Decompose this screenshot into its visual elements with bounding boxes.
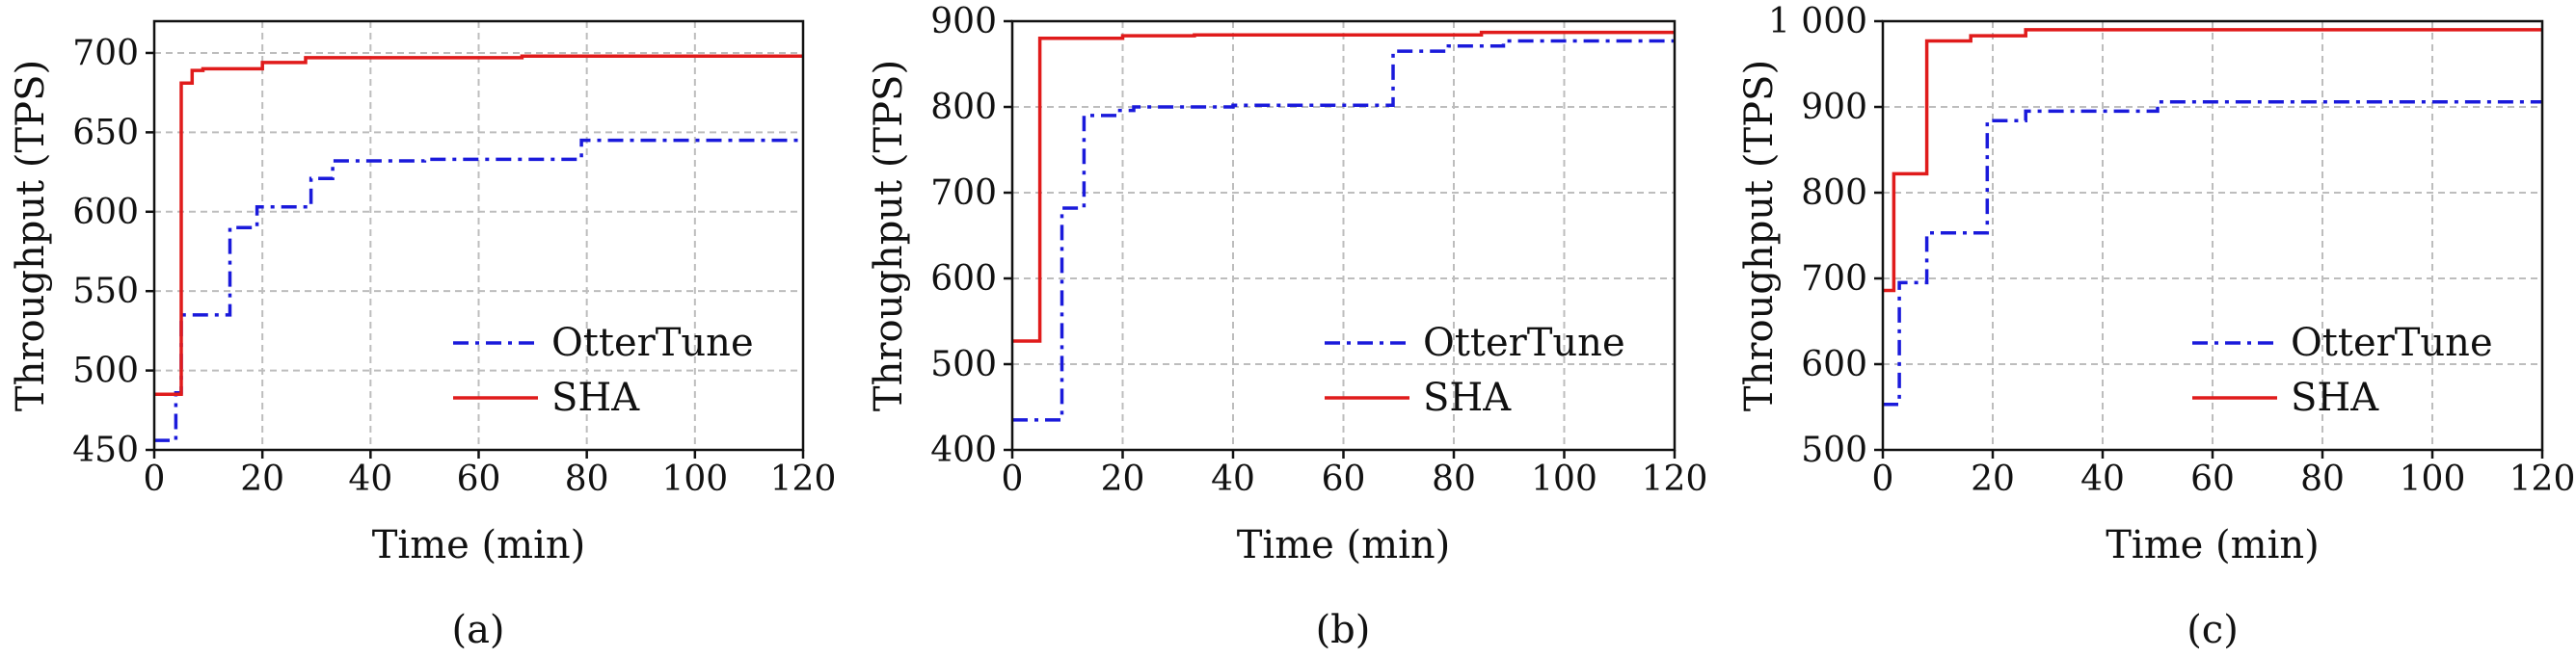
series-line-sha xyxy=(154,54,803,397)
x-tick-label: 0 xyxy=(144,460,166,499)
y-tick-label: 900 xyxy=(1801,88,1867,127)
legend-label-sha: SHA xyxy=(2291,376,2379,420)
series-line-sha xyxy=(1012,30,1675,343)
y-tick-label: 800 xyxy=(930,88,997,127)
x-tick-label: 20 xyxy=(1971,460,2015,499)
y-tick-label: 600 xyxy=(72,193,139,232)
x-tick-label: 60 xyxy=(1322,460,1366,499)
y-tick-label: 450 xyxy=(72,431,139,470)
x-axis-title: Time (min) xyxy=(372,523,585,567)
series-line-ottertune xyxy=(1883,99,2542,407)
legend-label-ottertune: OtterTune xyxy=(1423,321,1625,365)
legend-label-ottertune: OtterTune xyxy=(551,321,754,365)
x-tick-label: 100 xyxy=(2400,460,2466,499)
x-tick-label: 120 xyxy=(2509,460,2576,499)
series-line-sha xyxy=(1883,28,2542,293)
x-tick-label: 40 xyxy=(2080,460,2125,499)
x-tick-label: 0 xyxy=(1002,460,1024,499)
y-tick-label: 700 xyxy=(72,34,139,73)
x-tick-label: 100 xyxy=(1531,460,1597,499)
x-tick-label: 60 xyxy=(457,460,501,499)
legend-label-sha: SHA xyxy=(551,376,640,420)
y-tick-label: 500 xyxy=(930,345,997,384)
y-tick-label: 700 xyxy=(930,173,997,213)
x-axis-title: Time (min) xyxy=(1237,523,1450,567)
y-tick-label: 900 xyxy=(930,2,997,41)
x-tick-label: 60 xyxy=(2190,460,2235,499)
panel-caption: (a) xyxy=(451,608,504,652)
y-axis-title: Throughput (TPS) xyxy=(1737,60,1782,411)
y-tick-label: 500 xyxy=(72,352,139,391)
y-tick-label: 800 xyxy=(1801,173,1867,213)
y-tick-label: 400 xyxy=(930,431,997,470)
y-tick-label: 600 xyxy=(1801,345,1867,384)
x-tick-label: 120 xyxy=(1642,460,1708,499)
panel-caption: (b) xyxy=(1316,608,1371,652)
x-tick-label: 0 xyxy=(1872,460,1894,499)
chart-panel-c: 0 20 40 60 80 100 120 500 600 700 800 900 1 000 Time … xyxy=(1737,2,2575,652)
x-tick-label: 80 xyxy=(2300,460,2345,499)
y-tick-label: 550 xyxy=(72,272,139,311)
x-tick-label: 20 xyxy=(1101,460,1145,499)
y-tick-label: 600 xyxy=(930,259,997,299)
x-axis-title: Time (min) xyxy=(2106,523,2319,567)
panel-caption: (c) xyxy=(2187,608,2239,652)
series-line-ottertune xyxy=(1012,39,1675,422)
x-tick-label: 80 xyxy=(1432,460,1476,499)
x-tick-label: 20 xyxy=(240,460,284,499)
y-tick-label: 1 000 xyxy=(1768,2,1867,41)
x-tick-label: 40 xyxy=(1211,460,1255,499)
y-axis-title: Throughput (TPS) xyxy=(867,60,911,411)
x-tick-label: 80 xyxy=(565,460,609,499)
legend-label-ottertune: OtterTune xyxy=(2291,321,2493,365)
x-tick-label: 120 xyxy=(770,460,837,499)
chart-panel-b: 0 20 40 60 80 100 120 400 500 600 700 800 900 Time (m… xyxy=(867,2,1707,652)
y-tick-label: 500 xyxy=(1801,431,1867,470)
y-tick-label: 650 xyxy=(72,113,139,152)
chart-panel-a: 0 20 40 60 80 100 120 450 500 550 600 650 700 Time (m… xyxy=(9,19,837,652)
y-tick-label: 700 xyxy=(1801,259,1867,299)
y-axis-title: Throughput (TPS) xyxy=(9,60,53,411)
legend-label-sha: SHA xyxy=(1423,376,1512,420)
x-tick-label: 40 xyxy=(348,460,392,499)
x-tick-label: 100 xyxy=(661,460,728,499)
